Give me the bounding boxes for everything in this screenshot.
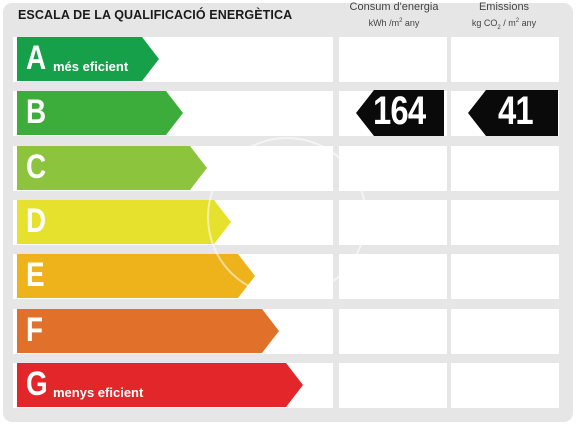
emissions-value: 41 bbox=[498, 89, 534, 133]
consumption-cell bbox=[339, 309, 447, 354]
rating-letter: F bbox=[26, 311, 44, 349]
rating-bar-c: C bbox=[17, 146, 207, 190]
watermark-logo: aP bbox=[207, 137, 367, 297]
consumption-cell bbox=[339, 363, 447, 408]
emissions-cell bbox=[451, 309, 559, 354]
rating-letter: C bbox=[26, 148, 47, 186]
rating-letter: B bbox=[26, 93, 47, 131]
rating-label: més eficient bbox=[53, 59, 129, 74]
rating-letter: A bbox=[26, 39, 47, 77]
consumption-header: Consum d'energia kWh /m2 any bbox=[338, 0, 450, 30]
consumption-cell bbox=[339, 254, 447, 299]
rating-bar-f: F bbox=[17, 309, 279, 353]
emissions-indicator: 41 bbox=[468, 89, 558, 136]
emissions-cell bbox=[451, 146, 559, 191]
rating-bar-b: B bbox=[17, 91, 183, 135]
rating-letter: D bbox=[26, 202, 47, 240]
watermark-text: aP bbox=[245, 191, 304, 245]
rating-label: menys eficient bbox=[53, 385, 144, 400]
rating-letter: G bbox=[26, 365, 48, 403]
emissions-cell bbox=[451, 200, 559, 245]
emissions-cell bbox=[451, 37, 559, 82]
scale-title: ESCALA DE LA QUALIFICACIÓ ENERGÈTICA bbox=[18, 8, 293, 22]
rating-letter: E bbox=[26, 256, 45, 294]
consumption-label: Consum d'energia bbox=[349, 1, 439, 13]
emissions-cell bbox=[451, 254, 559, 299]
rating-bar-d: D bbox=[17, 200, 231, 244]
consumption-value: 164 bbox=[373, 89, 426, 133]
consumption-indicator: 164 bbox=[356, 89, 444, 136]
emissions-header: Emissions kg CO2 / m2 any bbox=[450, 0, 558, 35]
emissions-cell bbox=[451, 363, 559, 408]
consumption-cell bbox=[339, 37, 447, 82]
emissions-label: Emissions bbox=[478, 1, 530, 13]
consumption-unit: kWh /m2 any bbox=[368, 18, 420, 28]
emissions-unit: kg CO2 / m2 any bbox=[471, 18, 537, 31]
rating-bar-e: E bbox=[17, 254, 255, 298]
